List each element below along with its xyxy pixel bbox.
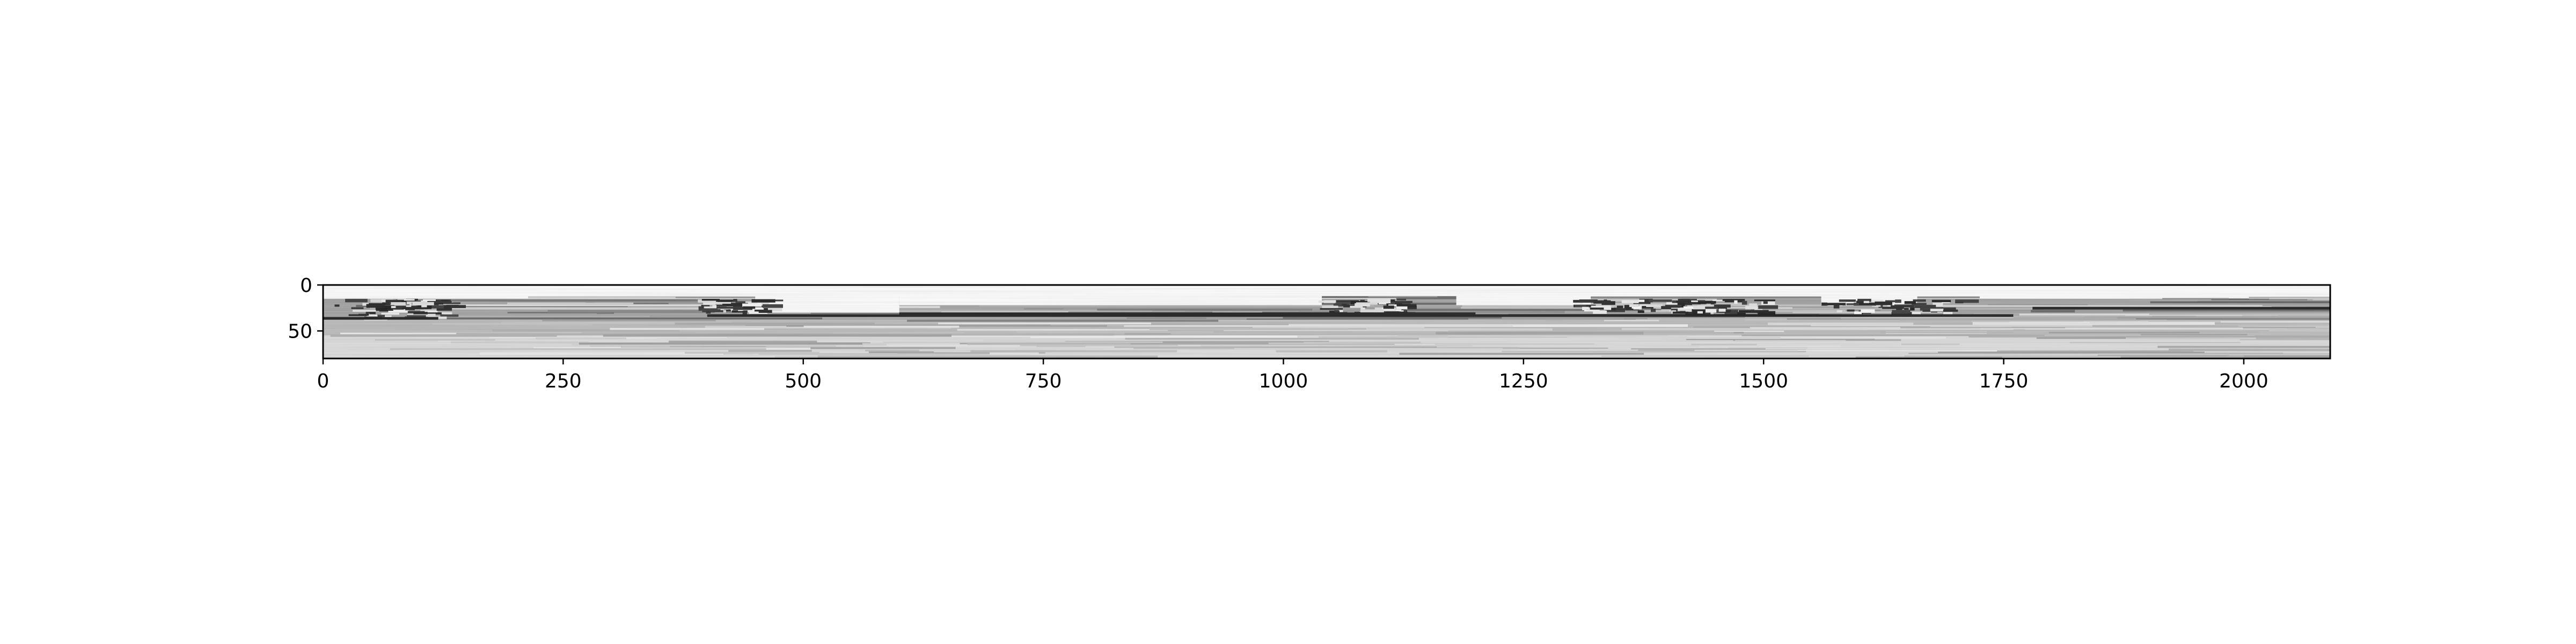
x-tick-label: 1500: [1739, 370, 1788, 392]
y-tick-label: 0: [300, 275, 312, 297]
y-tick-label: 50: [288, 321, 312, 343]
x-tick-label: 1000: [1259, 370, 1308, 392]
x-axis: 0 250 500 750 1000 1250 1500 1750 2000: [317, 358, 2268, 392]
plot-frame: [322, 284, 2331, 360]
heatmap-streak: [2312, 298, 2330, 301]
x-tick-label: 250: [545, 370, 582, 392]
heatmap-texture: [323, 285, 2330, 358]
y-axis: 0 50: [288, 275, 323, 343]
x-tick-label: 1750: [1979, 370, 2029, 392]
x-tick-label: 750: [1025, 370, 1062, 392]
x-tick-label: 1250: [1499, 370, 1548, 392]
x-tick-label: 0: [317, 370, 330, 392]
x-tick-label: 500: [785, 370, 822, 392]
x-tick-label: 2000: [2219, 370, 2268, 392]
